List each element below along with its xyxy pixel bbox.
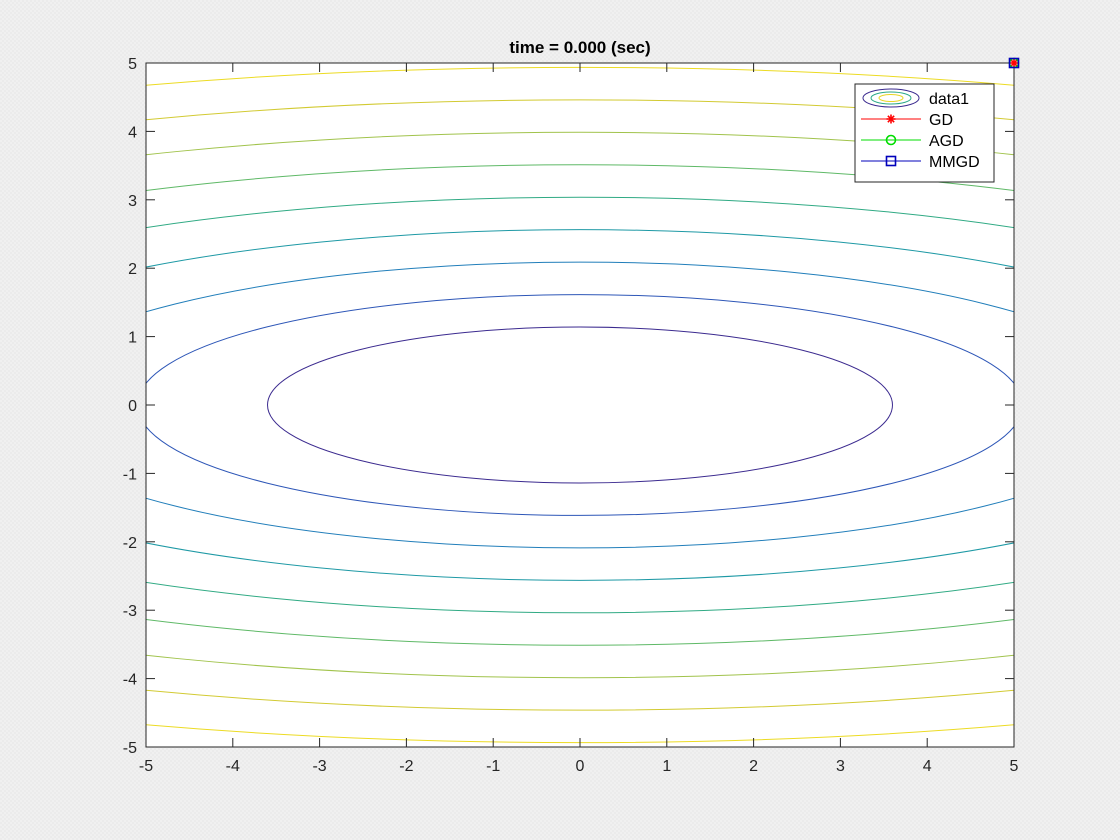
legend-contour-icon (878, 94, 904, 102)
y-tick-label: -4 (123, 672, 137, 689)
x-tick-label: -4 (226, 758, 240, 775)
y-tick-label: 5 (128, 56, 137, 73)
y-tick-label: 3 (128, 193, 137, 210)
y-tick-label: 0 (128, 398, 137, 415)
x-tick-label: -5 (139, 758, 153, 775)
x-tick-label: -3 (312, 758, 326, 775)
mmgd-marker (1008, 57, 1020, 69)
y-tick-label: 4 (128, 124, 137, 141)
legend-label: AGD (929, 133, 964, 150)
contour-line (146, 164, 1014, 646)
x-tick-label: 1 (662, 758, 671, 775)
legend-square-icon (885, 155, 897, 167)
x-tick-label: -1 (486, 758, 500, 775)
legend-label: data1 (929, 91, 969, 108)
x-tick-label: 4 (923, 758, 932, 775)
x-tick-label: 5 (1010, 758, 1019, 775)
y-tick-label: -2 (123, 535, 137, 552)
y-tick-label: -5 (123, 740, 137, 757)
y-tick-label: 2 (128, 261, 137, 278)
legend: data1 GD AGD MMGD (854, 83, 995, 183)
legend-label: GD (929, 112, 953, 129)
gd-marker (1009, 58, 1019, 68)
y-tick-label: -3 (123, 603, 137, 620)
contour-line (146, 261, 1014, 549)
contour-line (146, 294, 1014, 516)
axes-box (145, 62, 1015, 748)
legend-label: MMGD (929, 154, 980, 171)
contour-line (146, 99, 1014, 711)
x-tick-label: 0 (576, 758, 585, 775)
chart-title: time = 0.000 (sec) (509, 38, 650, 57)
x-tick-label: 3 (836, 758, 845, 775)
legend-contour-icon (862, 88, 920, 108)
contour-line (267, 326, 893, 484)
legend-box (854, 83, 995, 183)
legend-contour-icon (870, 91, 912, 105)
legend-asterisk-icon (886, 114, 896, 124)
y-tick-label: 1 (128, 330, 137, 347)
contour-line (146, 196, 1014, 614)
y-tick-label: -1 (123, 466, 137, 483)
x-tick-label: -2 (399, 758, 413, 775)
legend-circle-icon (885, 134, 897, 146)
contour-line (146, 229, 1014, 581)
x-tick-label: 2 (749, 758, 758, 775)
contour-line (146, 131, 1014, 679)
series-markers (1008, 57, 1020, 69)
axis-ticks: -5 -4 -3 -2 -1 0 1 2 3 4 5 -5 -4 -3 -2 -1 0 1 2 3 4 5 (123, 56, 1019, 775)
